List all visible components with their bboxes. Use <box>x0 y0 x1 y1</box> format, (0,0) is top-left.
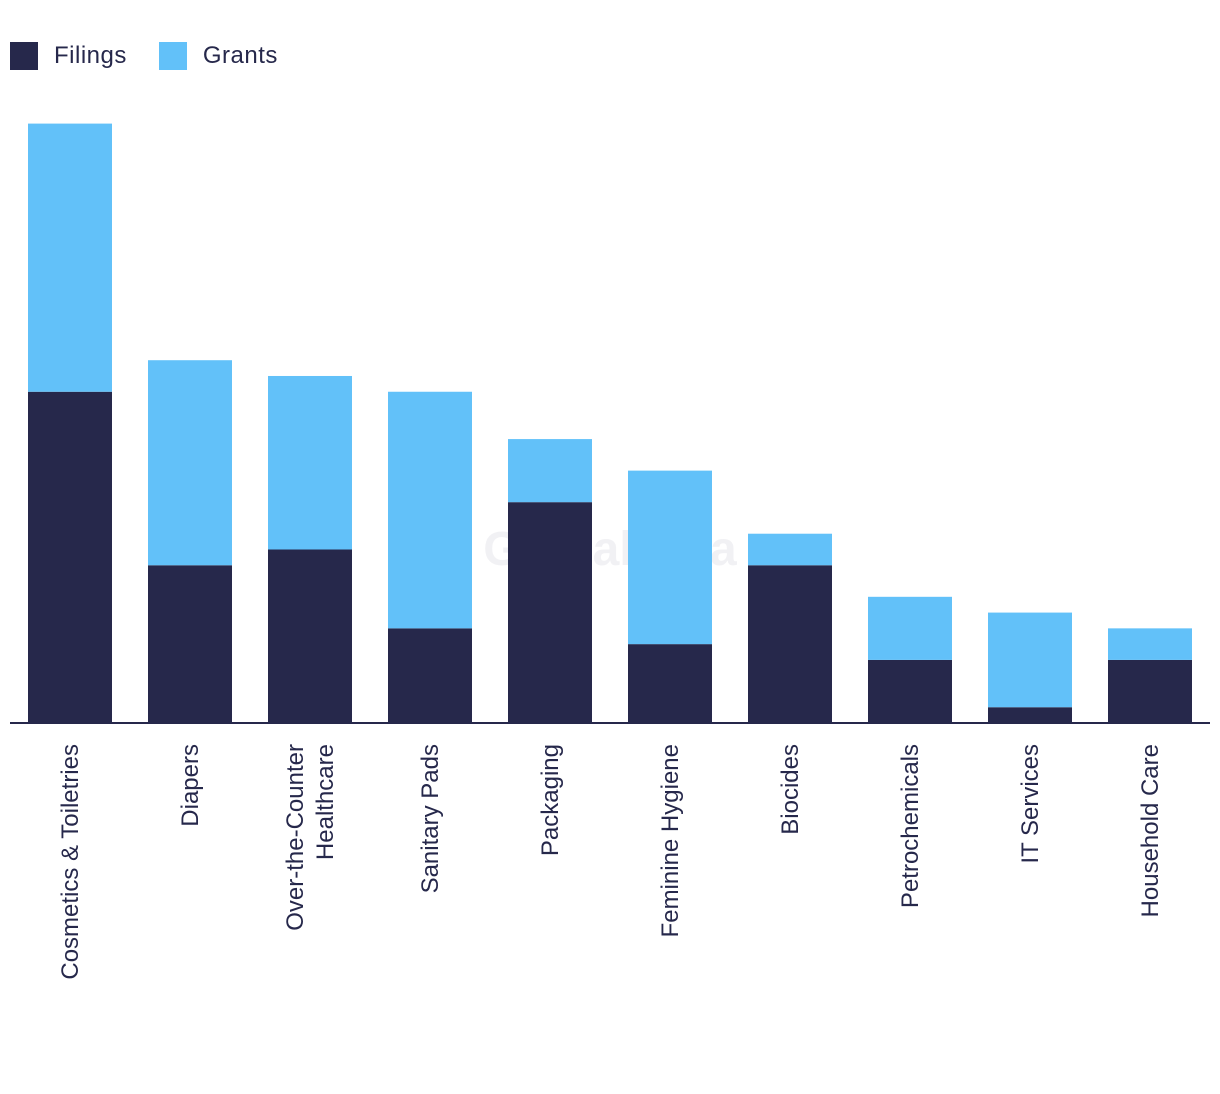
x-tick-label-text: Household Care <box>1137 744 1164 917</box>
x-tick-label-text: Sanitary Pads <box>417 744 444 893</box>
legend-label-filings: Filings <box>54 42 127 69</box>
bar-filings-2 <box>268 549 352 723</box>
bar-filings-5 <box>628 644 712 723</box>
x-tick-label-text: Packaging <box>537 744 564 856</box>
bar-grants-4 <box>508 439 592 503</box>
x-tick-label-7: Petrochemicals <box>897 744 924 908</box>
bar-grants-1 <box>148 360 232 566</box>
x-tick-label-5: Feminine Hygiene <box>657 744 684 937</box>
bar-grants-6 <box>748 533 832 566</box>
bars-group <box>28 123 1192 723</box>
x-tick-label-text: Cosmetics & Toiletries <box>57 744 84 980</box>
bar-grants-5 <box>628 470 712 645</box>
x-tick-label-6: Biocides <box>777 744 804 835</box>
x-tick-label-text: Petrochemicals <box>897 744 924 908</box>
legend-swatch-grants <box>158 42 187 70</box>
bar-filings-1 <box>148 565 232 723</box>
bar-grants-2 <box>268 375 352 550</box>
x-tick-label-text: Healthcare <box>312 744 339 860</box>
bar-filings-3 <box>388 628 472 723</box>
bar-grants-9 <box>1108 628 1192 660</box>
bar-filings-6 <box>748 565 832 723</box>
x-tick-label-1: Diapers <box>177 744 204 827</box>
x-tick-label-2: Over-the-Counter Healthcare <box>282 744 339 931</box>
x-tick-label-text: IT Services <box>1017 744 1044 864</box>
bar-filings-4 <box>508 502 592 723</box>
x-tick-labels: Cosmetics & Toiletries Diapers Over-the-Co… <box>57 744 1164 980</box>
x-tick-label-3: Sanitary Pads <box>417 744 444 893</box>
bar-filings-8 <box>988 707 1072 723</box>
bar-filings-7 <box>868 659 952 723</box>
chart-legend: Filings Grants <box>10 42 310 70</box>
bar-filings-9 <box>1108 659 1192 723</box>
x-tick-label-9: Household Care <box>1137 744 1164 917</box>
bar-grants-7 <box>868 596 952 660</box>
bar-grants-0 <box>28 123 112 392</box>
x-tick-label-text: Diapers <box>177 744 204 827</box>
bar-grants-3 <box>388 391 472 629</box>
x-tick-label-4: Packaging <box>537 744 564 856</box>
legend-label-grants: Grants <box>202 42 278 69</box>
x-tick-label-text: Over-the-Counter <box>282 744 309 931</box>
legend-item-grants: Grants <box>158 42 278 70</box>
legend-item-filings: Filings <box>10 42 127 70</box>
x-tick-label-text: Biocides <box>777 744 804 835</box>
bar-grants-8 <box>988 612 1072 708</box>
x-tick-label-8: IT Services <box>1017 744 1044 864</box>
x-tick-label-text: Feminine Hygiene <box>657 744 684 937</box>
x-tick-label-0: Cosmetics & Toiletries <box>57 744 84 980</box>
legend-swatch-filings <box>10 42 38 70</box>
bar-filings-0 <box>28 391 112 723</box>
